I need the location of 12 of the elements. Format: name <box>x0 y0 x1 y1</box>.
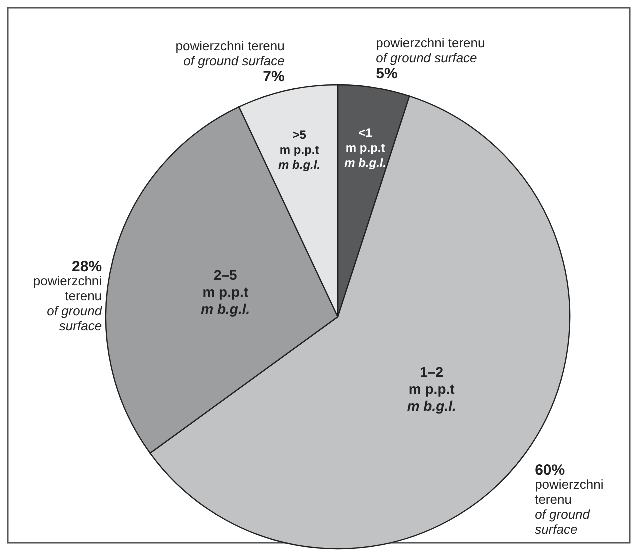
text: powierzchni terenu of ground surface <box>33 273 102 334</box>
text: powierzchni terenu of ground surface <box>176 38 285 68</box>
category-label: 1–2 m p.p.t m b.g.l. <box>407 364 456 414</box>
data-label: 28% <box>72 258 102 276</box>
data-label: 5% <box>376 65 398 82</box>
data-label: 60% <box>535 462 566 480</box>
data-label: 7% <box>263 68 285 86</box>
category-label: 2–5 m p.p.t m b.g.l. <box>201 267 250 318</box>
slice-label: <1 m p.p.t m b.g.l. <box>344 126 387 170</box>
text: powierzchni terenu of ground surface <box>535 477 604 538</box>
slice-label: >5 m p.p.t m b.g.l. <box>278 128 321 172</box>
text: powierzchni terenu of ground surface <box>376 35 486 66</box>
